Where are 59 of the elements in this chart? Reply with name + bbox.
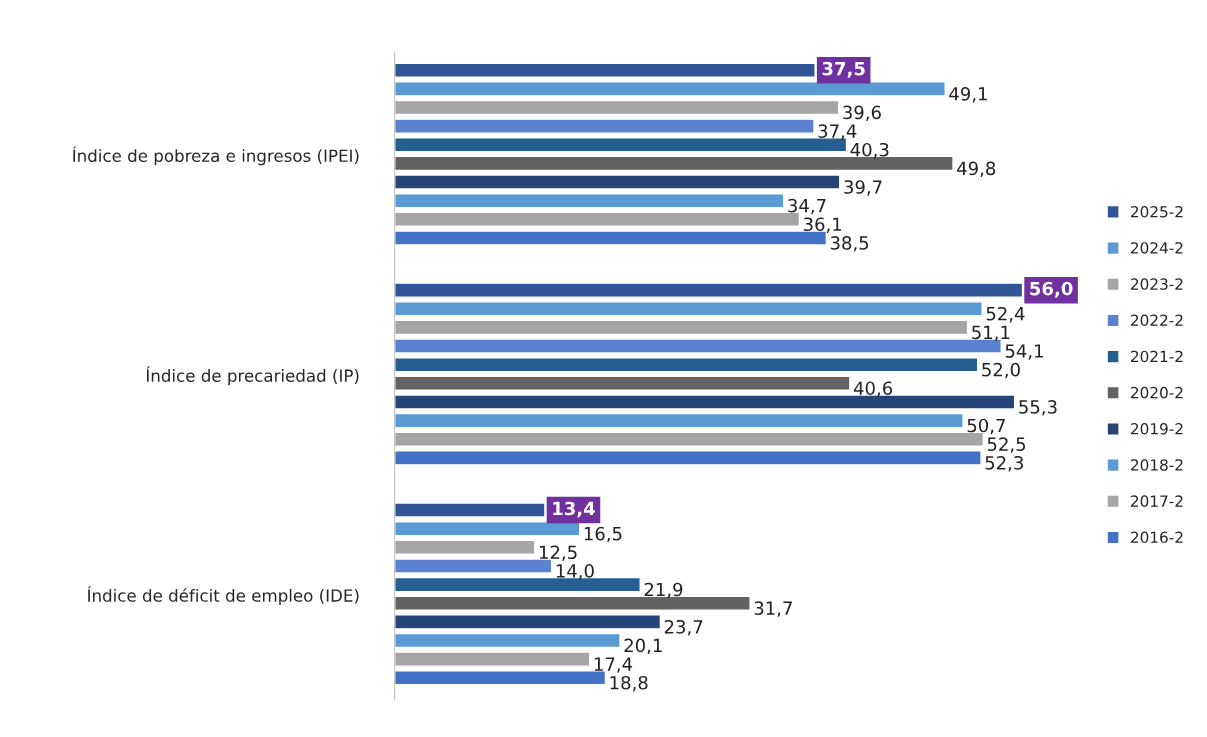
data-label: 54,1 [1005,344,1043,360]
y-tick-label: Índice de pobreza e ingresos (IPEI) [73,146,359,166]
data-label: 52,4 [986,306,1025,323]
data-label: 49,8 [957,161,996,178]
data-label: 18,8 [610,675,648,692]
data-label: 21,9 [644,582,683,599]
data-label: 52,5 [987,437,1026,453]
data-label: 23,7 [664,619,703,636]
data-label: 49,1 [949,86,987,103]
bar [394,99,840,116]
data-label: 14,0 [556,564,594,580]
bar [394,118,815,134]
bar [394,81,946,97]
data-label: 52,0 [982,362,1020,379]
data-label: 50,7 [967,418,1005,435]
data-label: 34,7 [788,198,826,215]
legend-label: 2022-2 [1131,314,1183,327]
legend-label: 2021-2 [1131,350,1183,363]
data-label: 37,4 [818,124,857,140]
bar [394,539,536,556]
data-label: 20,1 [624,638,662,655]
data-label: 40,3 [850,142,889,159]
legend-label: 2020-2 [1131,386,1183,399]
bar [394,301,983,317]
data-label: 12,5 [539,545,577,561]
legend-label: 2018-2 [1131,459,1183,471]
legend-label: 2017-2 [1131,495,1183,507]
data-label: 51,1 [972,325,1010,342]
data-label: 31,7 [754,601,792,617]
legend-label: 2023-2 [1131,278,1183,290]
bar [394,357,979,373]
data-label: 39,6 [843,105,881,122]
bar [394,632,621,649]
data-label: 55,3 [1019,400,1057,416]
bar [394,412,964,429]
data-label: 13,4 [553,501,595,518]
bar [394,319,969,336]
bar [394,614,662,630]
bar [394,375,851,392]
y-tick-label: Índice de déficit de empleo (IDE) [87,586,359,606]
data-label: 39,7 [844,180,882,196]
data-label: 40,6 [853,381,893,397]
bar [394,450,982,466]
legend-label: 2025-2 [1131,205,1183,218]
bar [394,174,841,190]
y-tick-label: Índice de precariedad (IP) [146,366,359,386]
legend-label: 2019-2 [1131,423,1183,435]
data-label: 38,5 [830,236,869,252]
data-label: 17,4 [594,657,633,673]
data-label: 37,5 [822,61,865,78]
data-label: 52,3 [985,455,1023,472]
data-label: 16,5 [584,526,622,543]
bar [394,193,785,209]
data-label: 36,1 [803,217,842,233]
legend-label: 2024-2 [1131,242,1183,254]
bar [394,521,581,537]
legend-label: 2016-2 [1131,531,1183,544]
bar [394,651,591,667]
data-label: 56,0 [1030,281,1073,298]
